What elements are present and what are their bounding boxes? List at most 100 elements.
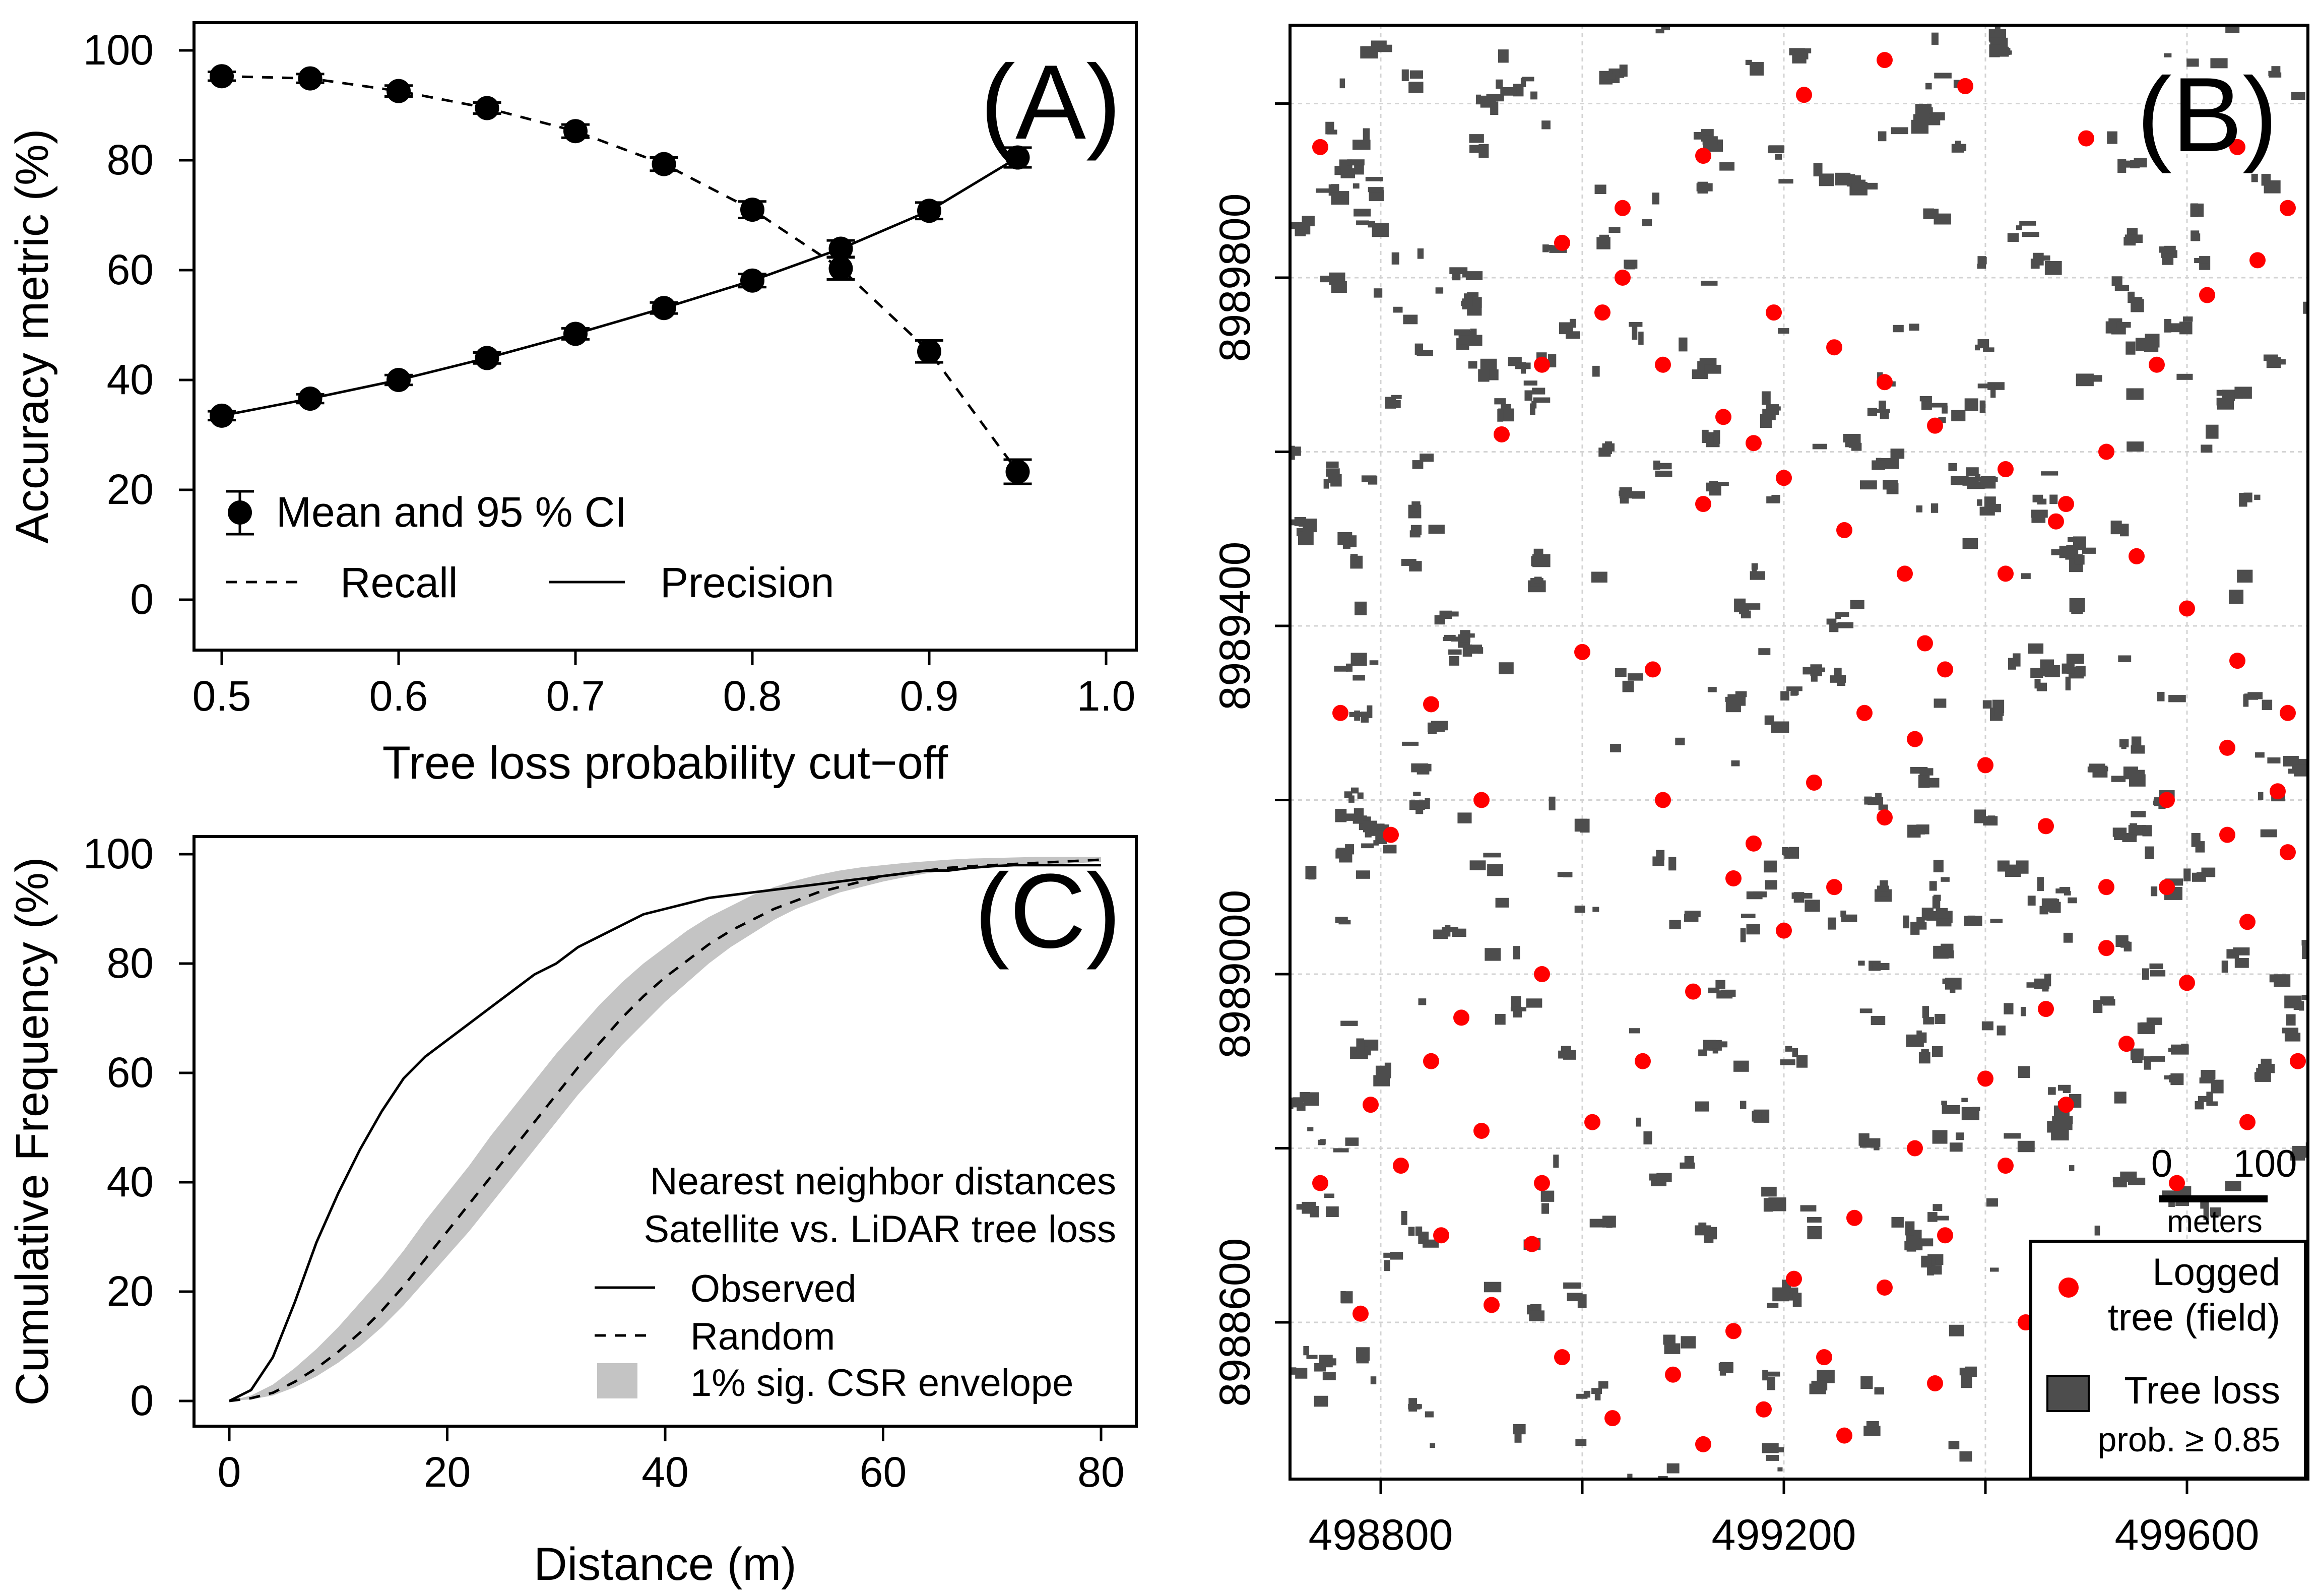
tree-loss-patch bbox=[1353, 177, 1384, 202]
legend-precision-label: Precision bbox=[660, 559, 834, 606]
tree-loss-patch bbox=[1977, 256, 1987, 269]
tree-loss-patch bbox=[1402, 741, 1419, 746]
tree-loss-patch bbox=[2004, 1003, 2026, 1016]
panel-c-x-axis-title: Distance (m) bbox=[534, 1539, 796, 1590]
panel-a-label: (A) bbox=[980, 43, 1121, 161]
tree-loss-patch bbox=[2076, 373, 2102, 387]
tree-loss-patch bbox=[1408, 501, 1422, 519]
tree-loss-patch bbox=[2114, 285, 2130, 291]
tree-loss-patch bbox=[1962, 538, 1978, 549]
tree-loss-patch bbox=[1401, 69, 1424, 93]
tree-loss-patch bbox=[1761, 1186, 1786, 1212]
tree-loss-patch bbox=[1574, 906, 1599, 913]
tree-loss-patch bbox=[1291, 216, 1315, 236]
panel-c-y-tick-label-4: 80 bbox=[107, 939, 154, 987]
tree-loss-patch bbox=[1828, 910, 1857, 930]
tree-loss-patch bbox=[1883, 480, 1899, 494]
panel-a-x-tick-label-1: 0.6 bbox=[369, 672, 428, 720]
logged-tree-point-54 bbox=[1907, 1140, 1923, 1157]
tree-loss-patch bbox=[1452, 928, 1466, 937]
tree-loss-patch bbox=[2286, 1014, 2296, 1026]
tree-loss-patch bbox=[1320, 272, 1347, 293]
tree-loss-patch bbox=[1778, 179, 1793, 184]
tree-loss-patch bbox=[1624, 260, 1638, 270]
tree-loss-patch bbox=[1510, 996, 1542, 1018]
tree-loss-patch bbox=[1530, 91, 1537, 100]
mean-marker bbox=[1005, 460, 1030, 484]
tree-loss-patch bbox=[1541, 1203, 1550, 1214]
tree-loss-patch bbox=[2018, 1066, 2030, 1078]
logged-tree-point-43 bbox=[2058, 496, 2074, 513]
tree-loss-patch bbox=[1408, 1398, 1434, 1418]
tree-loss-patch bbox=[1290, 445, 1301, 460]
panel-a-precision-point-2 bbox=[384, 368, 413, 392]
panel-c-series-observed-line bbox=[228, 864, 1101, 1402]
panel-a-recall-point-5 bbox=[650, 152, 678, 176]
panel-c-x-tick-label-4: 80 bbox=[1077, 1448, 1124, 1496]
tree-loss-patch bbox=[1864, 793, 1888, 811]
tree-loss-patch bbox=[1966, 467, 1998, 489]
panel-a-y-axis-title: Accuracy metric (%) bbox=[7, 129, 58, 544]
tree-loss-patch bbox=[1953, 80, 1960, 88]
tree-loss-patch bbox=[1360, 40, 1392, 59]
tree-loss-patch bbox=[1974, 809, 1998, 826]
mean-marker bbox=[298, 387, 323, 411]
panel-c-legend: Nearest neighbor distances Satellite vs.… bbox=[595, 1160, 1116, 1405]
tree-loss-patch bbox=[1807, 1217, 1822, 1240]
mean-marker bbox=[387, 368, 411, 392]
tree-loss-patch bbox=[1925, 73, 1952, 90]
tree-loss-patch bbox=[1997, 860, 2029, 877]
tree-loss-patch bbox=[1760, 404, 1781, 428]
logged-tree-point-72 bbox=[1806, 774, 1822, 791]
logged-tree-point-42 bbox=[1998, 461, 2014, 478]
tree-loss-patch bbox=[2037, 877, 2044, 891]
tree-loss-patch bbox=[2126, 334, 2160, 355]
tree-loss-patch bbox=[2069, 1165, 2075, 1172]
logged-tree-point-51 bbox=[2098, 940, 2114, 956]
panel-c-y-tick-label-1: 20 bbox=[107, 1267, 154, 1315]
tree-loss-patch bbox=[1451, 630, 1475, 643]
panel-a-recall-point-8 bbox=[915, 339, 943, 364]
logged-tree-point-87 bbox=[1877, 1279, 1893, 1296]
map-y-tick-label-2: 8989400 bbox=[1211, 542, 1259, 711]
tree-loss-patch bbox=[1695, 1222, 1717, 1243]
tree-loss-patch bbox=[1750, 563, 1765, 580]
tree-loss-patch bbox=[1513, 1424, 1526, 1443]
panel-b-map: 498800 499200 499600 8988600 8989000 8989400… bbox=[1211, 24, 2309, 1559]
legend-loss-line2: prob. ≥ 0.85 bbox=[2098, 1421, 2280, 1459]
tree-loss-patch bbox=[1325, 121, 1337, 135]
tree-loss-patch bbox=[1591, 571, 1607, 583]
map-y-tick-label-0: 8988600 bbox=[1211, 1238, 1259, 1407]
tree-loss-patch bbox=[2112, 827, 2137, 842]
logged-tree-point-71 bbox=[1746, 835, 1762, 852]
tree-loss-patch bbox=[1981, 1021, 2006, 1036]
tree-loss-patch bbox=[2142, 963, 2166, 980]
tree-loss-patch bbox=[2183, 867, 2216, 882]
tree-loss-patch bbox=[1910, 767, 1940, 788]
tree-loss-patch bbox=[2290, 1142, 2308, 1161]
tree-loss-patch bbox=[2123, 228, 2143, 246]
tree-loss-patch bbox=[1863, 1421, 1881, 1436]
tree-loss-patch bbox=[1878, 127, 1908, 142]
tree-loss-patch bbox=[2004, 1133, 2035, 1153]
tree-loss-patch bbox=[2263, 354, 2286, 368]
logged-tree-point-4 bbox=[1423, 696, 1439, 713]
tree-loss-patch bbox=[2115, 935, 2132, 952]
tree-loss-patch bbox=[1296, 1201, 1319, 1218]
logged-tree-point-92 bbox=[1927, 1375, 1943, 1391]
tree-loss-patch bbox=[1669, 911, 1701, 929]
tree-loss-patch bbox=[1921, 1254, 1944, 1275]
tree-loss-patch bbox=[1964, 398, 1986, 413]
panel-a-x-axis-title: Tree loss probability cut−off bbox=[382, 737, 948, 789]
tree-loss-patch bbox=[1867, 400, 1890, 419]
tree-loss-patch bbox=[2105, 318, 2131, 335]
tree-loss-patch bbox=[1936, 908, 1952, 927]
tree-loss-patch bbox=[1850, 600, 1864, 609]
logged-tree-point-6 bbox=[1453, 1009, 1469, 1026]
tree-loss-patch bbox=[1485, 948, 1501, 961]
logged-tree-point-39 bbox=[1826, 339, 1842, 356]
panel-a-precision-point-5 bbox=[650, 296, 678, 321]
tree-loss-patch bbox=[2047, 1119, 2064, 1133]
tree-loss-patch bbox=[1693, 129, 1718, 149]
logged-tree-point-60 bbox=[1554, 1349, 1570, 1366]
